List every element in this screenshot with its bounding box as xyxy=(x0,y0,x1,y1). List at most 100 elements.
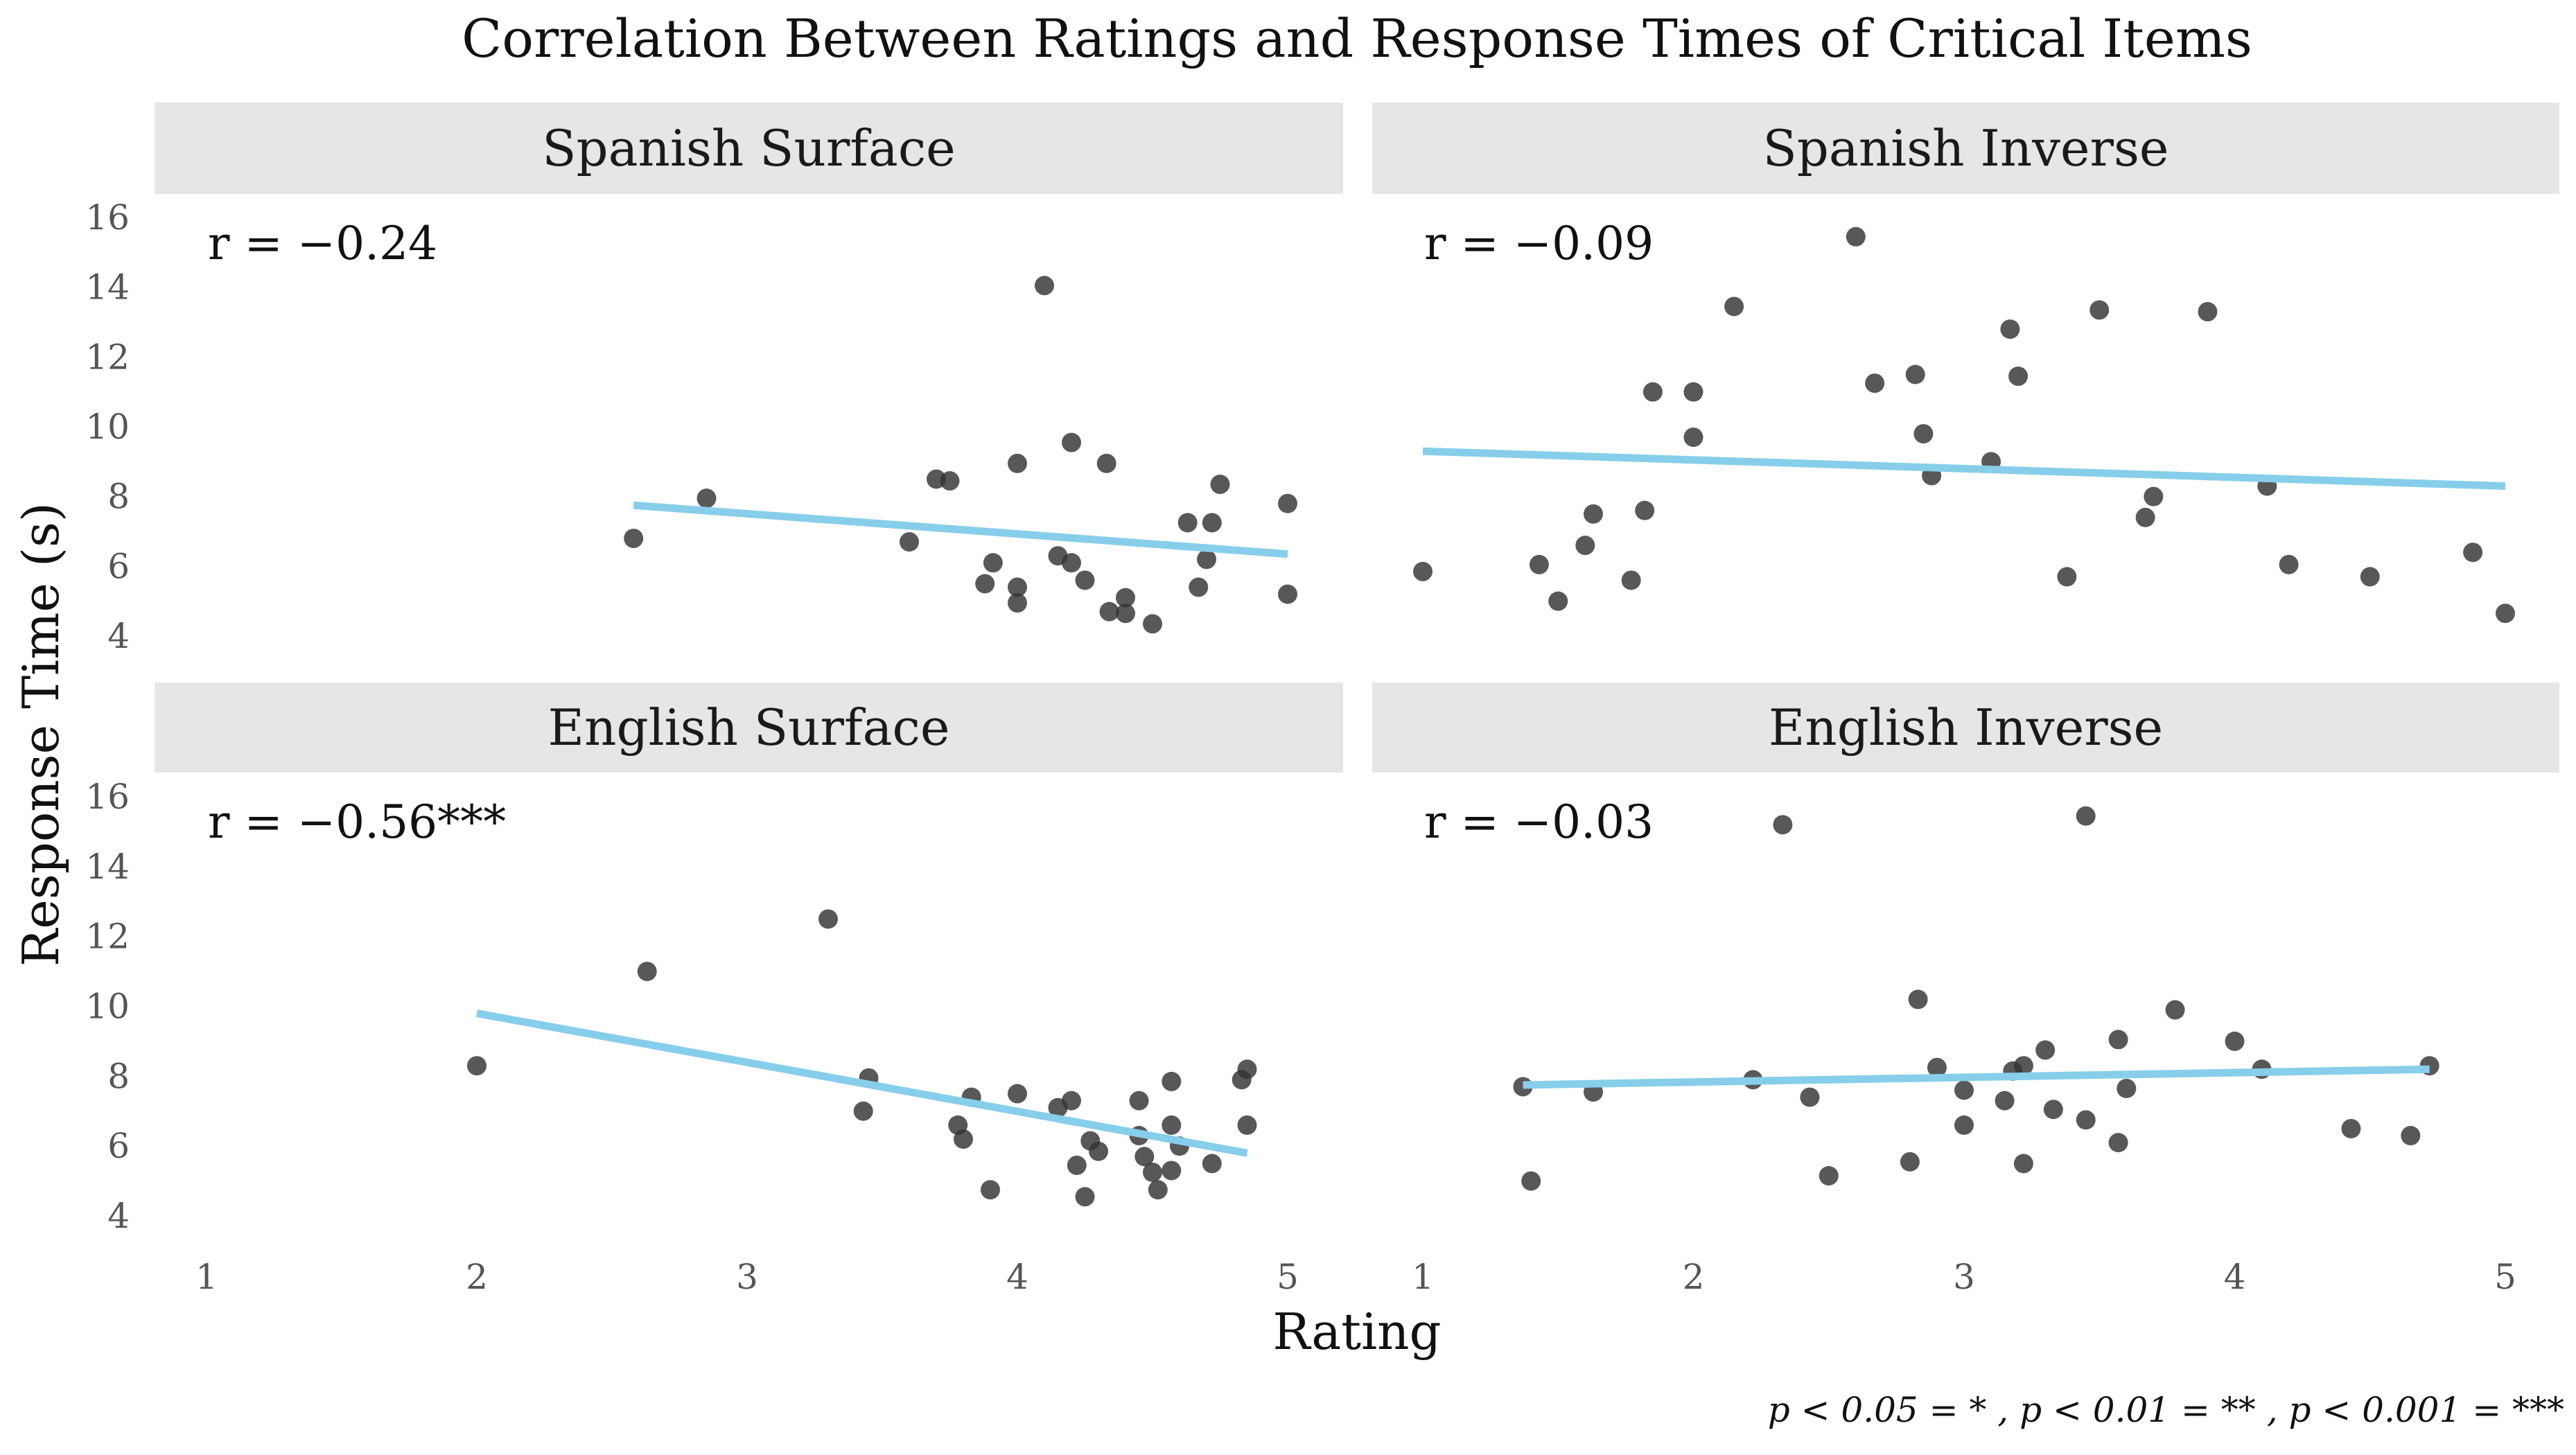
data-point xyxy=(1773,815,1793,835)
x-tick-label: 4 xyxy=(1006,1257,1028,1297)
data-point xyxy=(1116,588,1135,608)
y-axis-title: Response Time (s) xyxy=(12,502,70,967)
data-point xyxy=(1846,227,1866,247)
data-point xyxy=(1621,570,1641,590)
y-tick-label: 8 xyxy=(107,477,130,517)
correlation-label: r = −0.24 xyxy=(208,217,437,270)
data-point xyxy=(1197,549,1216,570)
data-point xyxy=(1148,1180,1168,1200)
data-point xyxy=(900,532,919,552)
data-point xyxy=(2035,1040,2056,1060)
data-point xyxy=(1800,1087,1820,1107)
data-point xyxy=(2165,1000,2185,1020)
data-point xyxy=(1008,453,1027,473)
data-point xyxy=(1099,601,1119,621)
data-point xyxy=(2108,1030,2128,1050)
data-point xyxy=(1683,427,1703,448)
data-point xyxy=(1008,1084,1027,1104)
data-point xyxy=(624,529,644,549)
data-point xyxy=(1683,382,1703,402)
y-tick-label: 10 xyxy=(85,987,130,1027)
data-point xyxy=(696,488,717,509)
data-point xyxy=(1905,364,1925,385)
correlation-label: r = −0.03 xyxy=(1424,795,1654,849)
data-point xyxy=(1067,1155,1087,1175)
data-point xyxy=(1075,570,1095,590)
y-tick-label: 12 xyxy=(85,917,130,957)
data-point xyxy=(1575,536,1595,556)
x-tick-label: 3 xyxy=(736,1257,758,1297)
chart-title: Correlation Between Ratings and Response… xyxy=(462,8,2252,69)
data-point xyxy=(1134,1147,1155,1167)
correlation-label: r = −0.56*** xyxy=(208,795,506,849)
panel-strip-label: English Inverse xyxy=(1769,698,2163,757)
data-point xyxy=(1162,1115,1182,1135)
data-point xyxy=(467,1056,487,1076)
y-tick-label: 6 xyxy=(107,1126,130,1166)
data-point xyxy=(1189,577,1209,597)
data-point xyxy=(981,1180,1000,1200)
data-point xyxy=(1035,276,1054,296)
data-point xyxy=(2108,1133,2128,1153)
x-tick-label: 3 xyxy=(1953,1257,1975,1297)
data-point xyxy=(2279,554,2299,574)
data-point xyxy=(2341,1118,2361,1138)
y-tick-label: 12 xyxy=(85,337,130,377)
data-point xyxy=(853,1101,873,1121)
data-point xyxy=(1548,591,1568,611)
data-point xyxy=(1724,297,1744,317)
data-point xyxy=(1635,500,1655,520)
panel-spanish-inverse: Spanish Inverse r = −0.09 xyxy=(1372,103,2559,624)
regression-line xyxy=(1523,1065,2430,1089)
x-tick-label: 4 xyxy=(2224,1257,2246,1297)
data-point xyxy=(1995,1091,2015,1111)
x-tick-label: 2 xyxy=(1683,1257,1705,1297)
data-point xyxy=(2076,806,2096,826)
data-point xyxy=(1529,554,1549,574)
data-point xyxy=(2008,367,2029,387)
panel-strip xyxy=(155,103,1343,194)
data-point xyxy=(1642,382,1663,402)
data-point xyxy=(2057,567,2077,587)
data-point xyxy=(1278,584,1297,604)
y-tick-label: 6 xyxy=(107,546,130,586)
panel-strip xyxy=(1372,682,2559,773)
y-tick-label: 14 xyxy=(85,267,130,308)
y-tick-label: 16 xyxy=(85,197,130,238)
data-point xyxy=(2496,603,2515,624)
data-point xyxy=(1927,1057,1947,1077)
data-point xyxy=(1062,553,1081,573)
panel-strip-label: Spanish Inverse xyxy=(1762,119,2168,177)
data-point xyxy=(2013,1154,2033,1174)
data-point xyxy=(1913,424,1934,444)
data-point xyxy=(1143,614,1162,634)
data-point xyxy=(2225,1031,2245,1051)
data-point xyxy=(1865,373,1885,394)
data-point xyxy=(2013,1056,2033,1076)
data-point xyxy=(2089,300,2110,320)
data-point xyxy=(1413,561,1432,581)
data-point xyxy=(1062,432,1081,452)
y-tick-label: 10 xyxy=(85,407,130,447)
data-point xyxy=(2198,301,2218,321)
data-point xyxy=(2144,486,2164,506)
correlation-label: r = −0.09 xyxy=(1424,217,1654,270)
regression-line xyxy=(1422,447,2506,491)
panel-strip xyxy=(1372,103,2559,194)
data-point xyxy=(1008,593,1027,613)
data-point xyxy=(1096,453,1116,473)
data-point xyxy=(2360,567,2380,587)
data-point xyxy=(2076,1110,2096,1130)
panel-english-inverse: English Inverse 1 2 3 4 5 r = −0.03 xyxy=(1372,682,2559,1297)
data-point xyxy=(1129,1091,1149,1111)
data-point xyxy=(1237,1059,1257,1079)
data-point xyxy=(1210,475,1230,495)
y-tick-label: 8 xyxy=(107,1056,130,1096)
data-point xyxy=(1075,1187,1095,1207)
data-point xyxy=(1908,989,1928,1009)
data-point xyxy=(954,1129,973,1149)
data-point xyxy=(1089,1141,1108,1161)
data-point xyxy=(1162,1161,1182,1181)
data-point xyxy=(1143,1162,1162,1182)
